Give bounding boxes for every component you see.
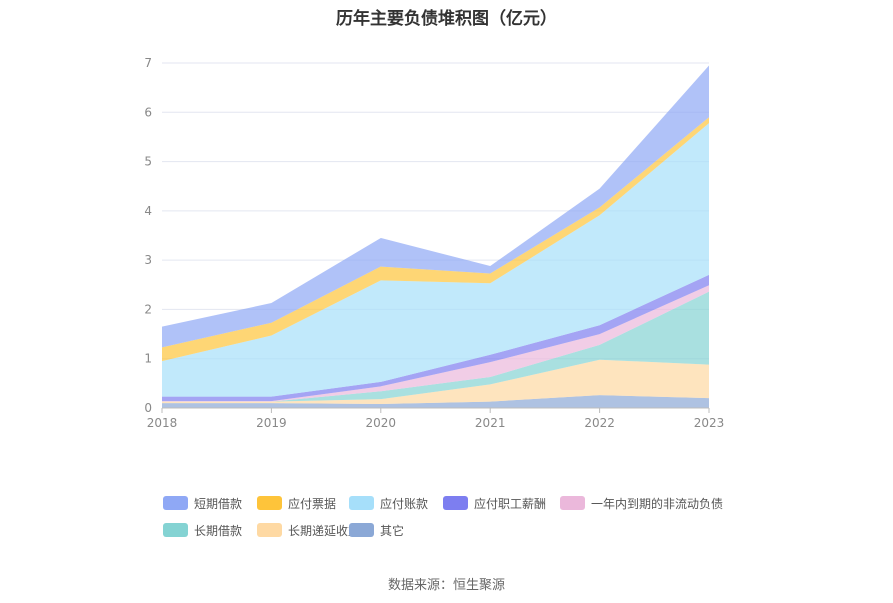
legend-swatch [163, 523, 188, 537]
x-tick-label: 2020 [366, 416, 397, 430]
x-axis: 2018 2019 2020 2021 2022 2023 [147, 407, 725, 430]
legend-swatch [349, 523, 374, 537]
legend-label: 应付账款 [380, 496, 429, 511]
area-长期借款 [162, 291, 709, 402]
area-一年内到期的非流动负债 [162, 285, 709, 402]
legend-label: 应付职工薪酬 [474, 496, 547, 511]
y-tick-label: 6 [144, 105, 152, 119]
x-tick-label: 2021 [475, 416, 506, 430]
legend-item[interactable]: 短期借款 [163, 494, 242, 512]
area-series [162, 65, 709, 408]
legend-label: 一年内到期的非流动负债 [591, 496, 724, 511]
legend-item[interactable]: 其它 [349, 521, 404, 539]
y-tick-label: 3 [144, 253, 152, 267]
legend-label: 短期借款 [194, 496, 243, 511]
legend-swatch [560, 496, 585, 510]
legend-item[interactable]: 应付账款 [349, 494, 428, 512]
x-tick-label: 2019 [256, 416, 287, 430]
y-tick-label: 0 [144, 401, 152, 415]
legend-item[interactable]: 一年内到期的非流动负债 [560, 494, 723, 512]
y-tick-label: 4 [144, 204, 152, 218]
chart-title: 历年主要负债堆积图（亿元） [336, 9, 557, 29]
y-axis: 0 1 2 3 4 5 6 7 [144, 56, 152, 415]
y-tick-label: 1 [144, 352, 152, 366]
x-tick-label: 2018 [147, 416, 178, 430]
legend-label: 其它 [380, 523, 405, 538]
y-tick-label: 5 [144, 155, 152, 169]
legend-label: 长期递延收益 [288, 523, 361, 538]
area-其它 [162, 395, 709, 408]
legend-label: 长期借款 [194, 523, 243, 538]
x-tick-label: 2022 [584, 416, 615, 430]
area-应付票据 [162, 117, 709, 362]
legend-swatch [443, 496, 468, 510]
x-tick-label: 2023 [694, 416, 725, 430]
legend-swatch [257, 523, 282, 537]
legend-item[interactable]: 应付票据 [257, 494, 336, 512]
legend-swatch [257, 496, 282, 510]
area-长期递延收益 [162, 359, 709, 405]
area-应付账款 [162, 123, 709, 397]
legend-label: 应付票据 [288, 496, 337, 511]
y-tick-label: 7 [144, 56, 152, 70]
y-tick-label: 2 [144, 302, 152, 316]
legend-item[interactable]: 长期递延收益 [257, 521, 360, 539]
legend-item[interactable]: 长期借款 [163, 521, 242, 539]
area-短期借款 [162, 65, 709, 348]
data-source: 数据来源：恒生聚源 [387, 578, 505, 593]
legend-item[interactable]: 应付职工薪酬 [443, 494, 546, 512]
legend-swatch [349, 496, 374, 510]
legend-swatch [163, 496, 188, 510]
